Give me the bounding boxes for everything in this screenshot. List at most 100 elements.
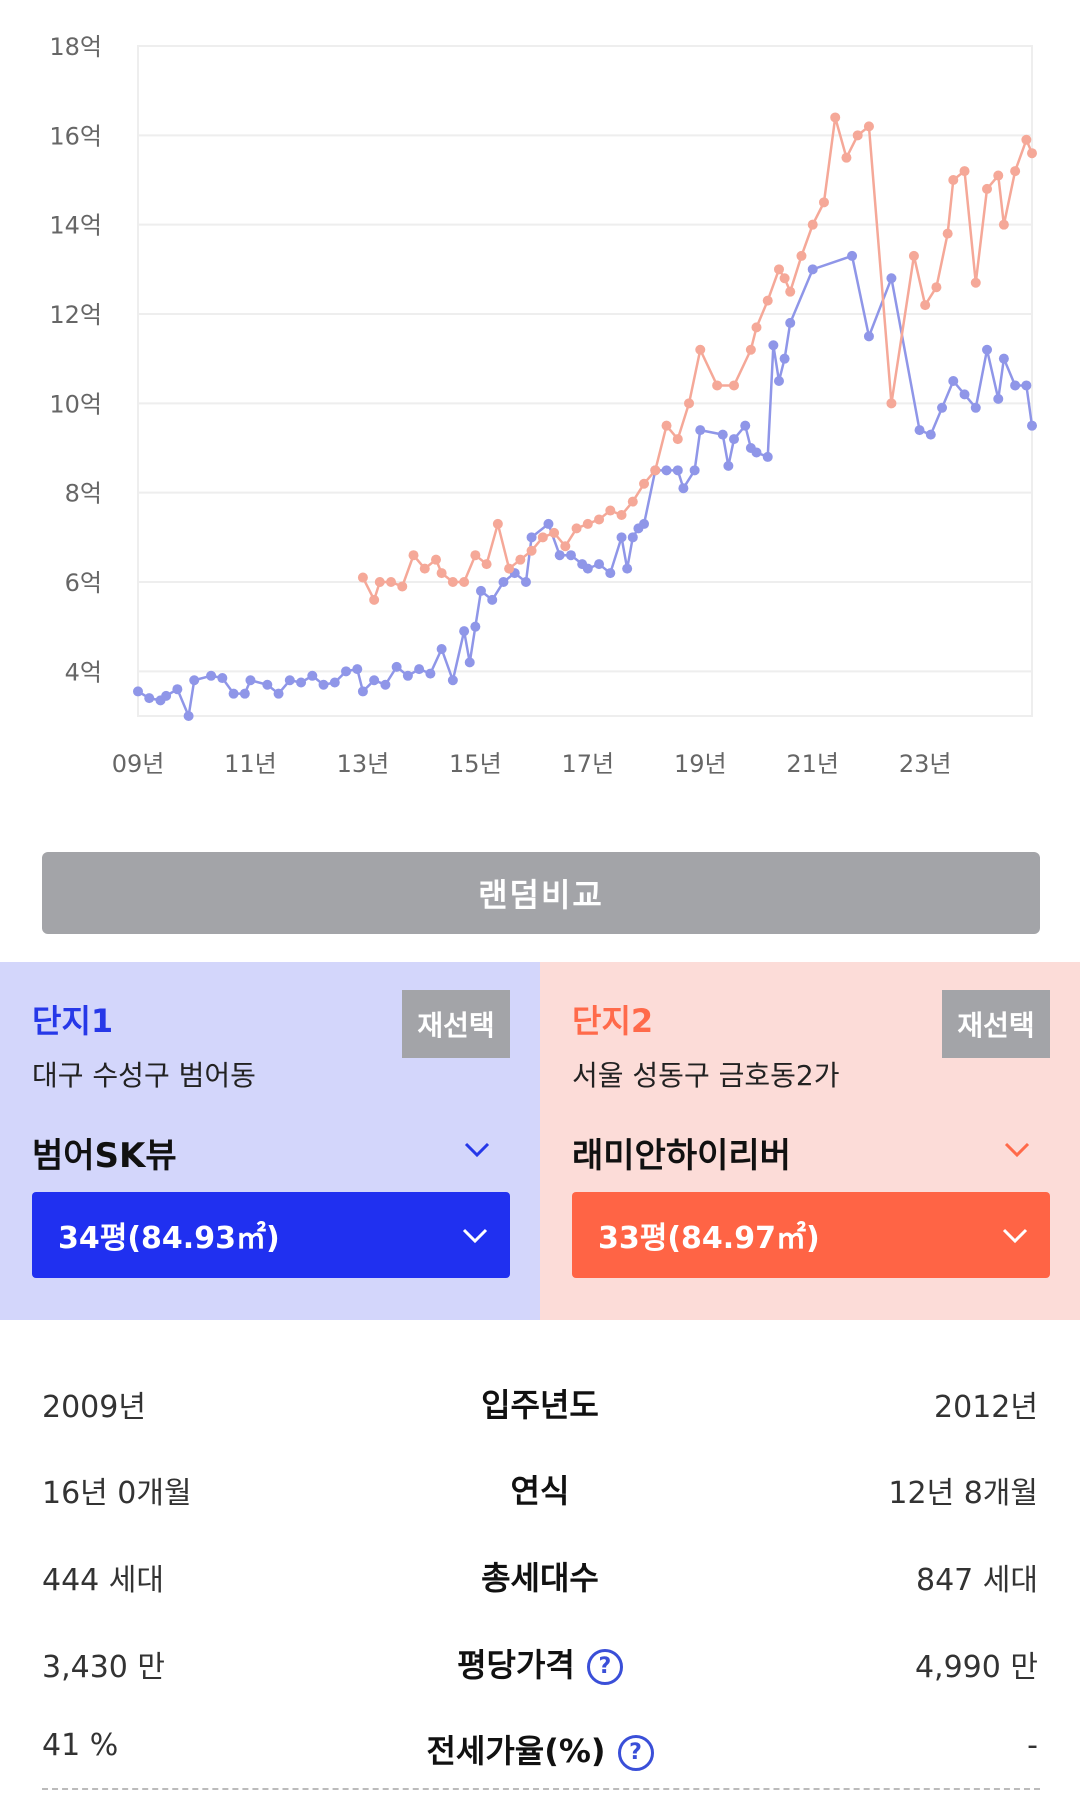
series-point-1 — [206, 670, 217, 681]
row-left-value: 41 % — [42, 1728, 119, 1763]
series-point-2 — [582, 518, 593, 529]
row-jeonse-ratio: 41 % 전세가율(%)? - — [0, 1708, 1080, 1794]
series-point-2 — [931, 282, 942, 293]
y-tick-label: 4억 — [65, 658, 102, 686]
series-point-1 — [447, 675, 458, 686]
series-point-2 — [993, 170, 1004, 181]
series-point-2 — [481, 559, 492, 570]
series-point-1 — [380, 679, 391, 690]
series-point-2 — [386, 577, 397, 587]
series-point-1 — [689, 465, 700, 476]
row-price-per-pyeong: 3,430 만 평당가격? 4,990 만 — [0, 1622, 1080, 1708]
chevron-down-icon[interactable] — [1002, 1134, 1032, 1164]
series-point-1 — [847, 250, 858, 261]
bottom-divider — [42, 1788, 1040, 1790]
series-point-2 — [970, 277, 981, 288]
chevron-down-icon[interactable] — [462, 1134, 492, 1164]
complex2-region: 서울 성동구 금호동2가 — [572, 1059, 840, 1092]
series-point-2 — [504, 563, 515, 574]
series-point-1 — [970, 402, 981, 413]
series-point-2 — [560, 541, 571, 552]
series-point-2 — [515, 554, 526, 565]
series-point-2 — [1010, 166, 1021, 177]
series-point-2 — [830, 112, 841, 123]
complex2-size-label: 33평(84.97㎡) — [598, 1221, 820, 1256]
row-left-value: 2009년 — [42, 1390, 146, 1425]
series-point-2 — [948, 175, 959, 185]
x-tick-label: 19년 — [674, 750, 727, 778]
series-point-1 — [695, 425, 706, 436]
series-point-2 — [729, 380, 739, 391]
series-point-2 — [594, 514, 605, 525]
series-point-1 — [779, 353, 790, 364]
x-tick-label: 11년 — [224, 750, 277, 778]
complex2-panel: 단지2 재선택 서울 성동구 금호동2가 래미안하이리버 33평(84.97㎡) — [540, 962, 1080, 1320]
y-tick-label: 6억 — [65, 569, 102, 597]
complex1-title: 단지1 — [32, 1002, 114, 1040]
series-point-1 — [543, 518, 554, 529]
x-tick-label: 23년 — [899, 750, 952, 778]
complex1-reselect-button[interactable]: 재선택 — [402, 990, 510, 1058]
plot-frame — [137, 45, 1033, 717]
series-point-1 — [627, 532, 638, 543]
series-point-1 — [672, 465, 683, 476]
series-point-2 — [369, 594, 380, 605]
y-tick-label: 18억 — [49, 33, 102, 61]
row-right-value: - — [1027, 1728, 1038, 1763]
series-point-1 — [723, 460, 734, 471]
series-point-1 — [886, 273, 897, 284]
series-point-2 — [785, 286, 796, 297]
series-point-1 — [729, 434, 739, 445]
series-point-2 — [549, 527, 560, 538]
series-point-1 — [937, 402, 948, 413]
help-icon[interactable]: ? — [617, 1735, 654, 1771]
series-point-1 — [245, 675, 256, 686]
series-point-2 — [605, 505, 616, 516]
series-point-1 — [183, 711, 194, 721]
help-icon[interactable]: ? — [586, 1649, 623, 1685]
series-point-1 — [982, 344, 993, 355]
series-point-1 — [284, 675, 295, 686]
row-left-value: 16년 0개월 — [42, 1476, 192, 1511]
series-point-1 — [622, 563, 633, 574]
series-point-2 — [419, 563, 430, 574]
complex2-name[interactable]: 래미안하이리버 — [572, 1136, 791, 1176]
series-point-1 — [172, 684, 183, 695]
row-right-value: 2012년 — [934, 1390, 1038, 1425]
series-point-1 — [329, 677, 340, 688]
complex2-reselect-button[interactable]: 재선택 — [942, 990, 1050, 1058]
series-point-1 — [498, 577, 509, 587]
series-point-2 — [431, 554, 441, 565]
series-point-1 — [554, 550, 565, 561]
series-point-2 — [374, 577, 385, 587]
series-point-2 — [672, 434, 683, 445]
complex2-size-select[interactable]: 33평(84.97㎡) — [572, 1192, 1050, 1278]
series-point-1 — [133, 686, 143, 697]
complex1-name[interactable]: 범어SK뷰 — [32, 1136, 177, 1176]
series-point-1 — [189, 675, 200, 686]
series-point-2 — [998, 219, 1009, 230]
series-point-1 — [639, 518, 650, 529]
row-label: 전세가율(%)? — [0, 1726, 1080, 1772]
complex1-size-label: 34평(84.93㎡) — [58, 1221, 280, 1256]
row-right-value: 847 세대 — [916, 1563, 1038, 1598]
series-point-2 — [470, 550, 481, 561]
row-label: 총세대수 — [481, 1559, 599, 1597]
complex1-size-select[interactable]: 34평(84.93㎡) — [32, 1192, 510, 1278]
complex1-panel: 단지1 재선택 대구 수성구 범어동 범어SK뷰 34평(84.93㎡) — [0, 962, 540, 1320]
price-chart: 4억 6억 8억 10억 12억 14억 16억 18억 09년 11년 13년 15년 17년 19년… — [49, 33, 1037, 778]
x-tick-label: 17년 — [561, 750, 614, 778]
series-point-1 — [605, 568, 616, 579]
series-point-2 — [650, 465, 661, 476]
random-compare-button[interactable]: 랜덤비교 — [42, 852, 1040, 934]
series-point-1 — [914, 425, 925, 436]
row-age: 16년 0개월 연식 12년 8개월 — [0, 1448, 1080, 1534]
series-point-2 — [459, 577, 470, 587]
series-point-2 — [408, 550, 419, 561]
series-line-2 — [361, 117, 1034, 604]
series-point-1 — [470, 621, 481, 632]
y-tick-label: 10억 — [49, 390, 102, 418]
series-point-2 — [627, 496, 638, 507]
series-point-1 — [391, 661, 402, 672]
series-point-2 — [908, 250, 919, 261]
